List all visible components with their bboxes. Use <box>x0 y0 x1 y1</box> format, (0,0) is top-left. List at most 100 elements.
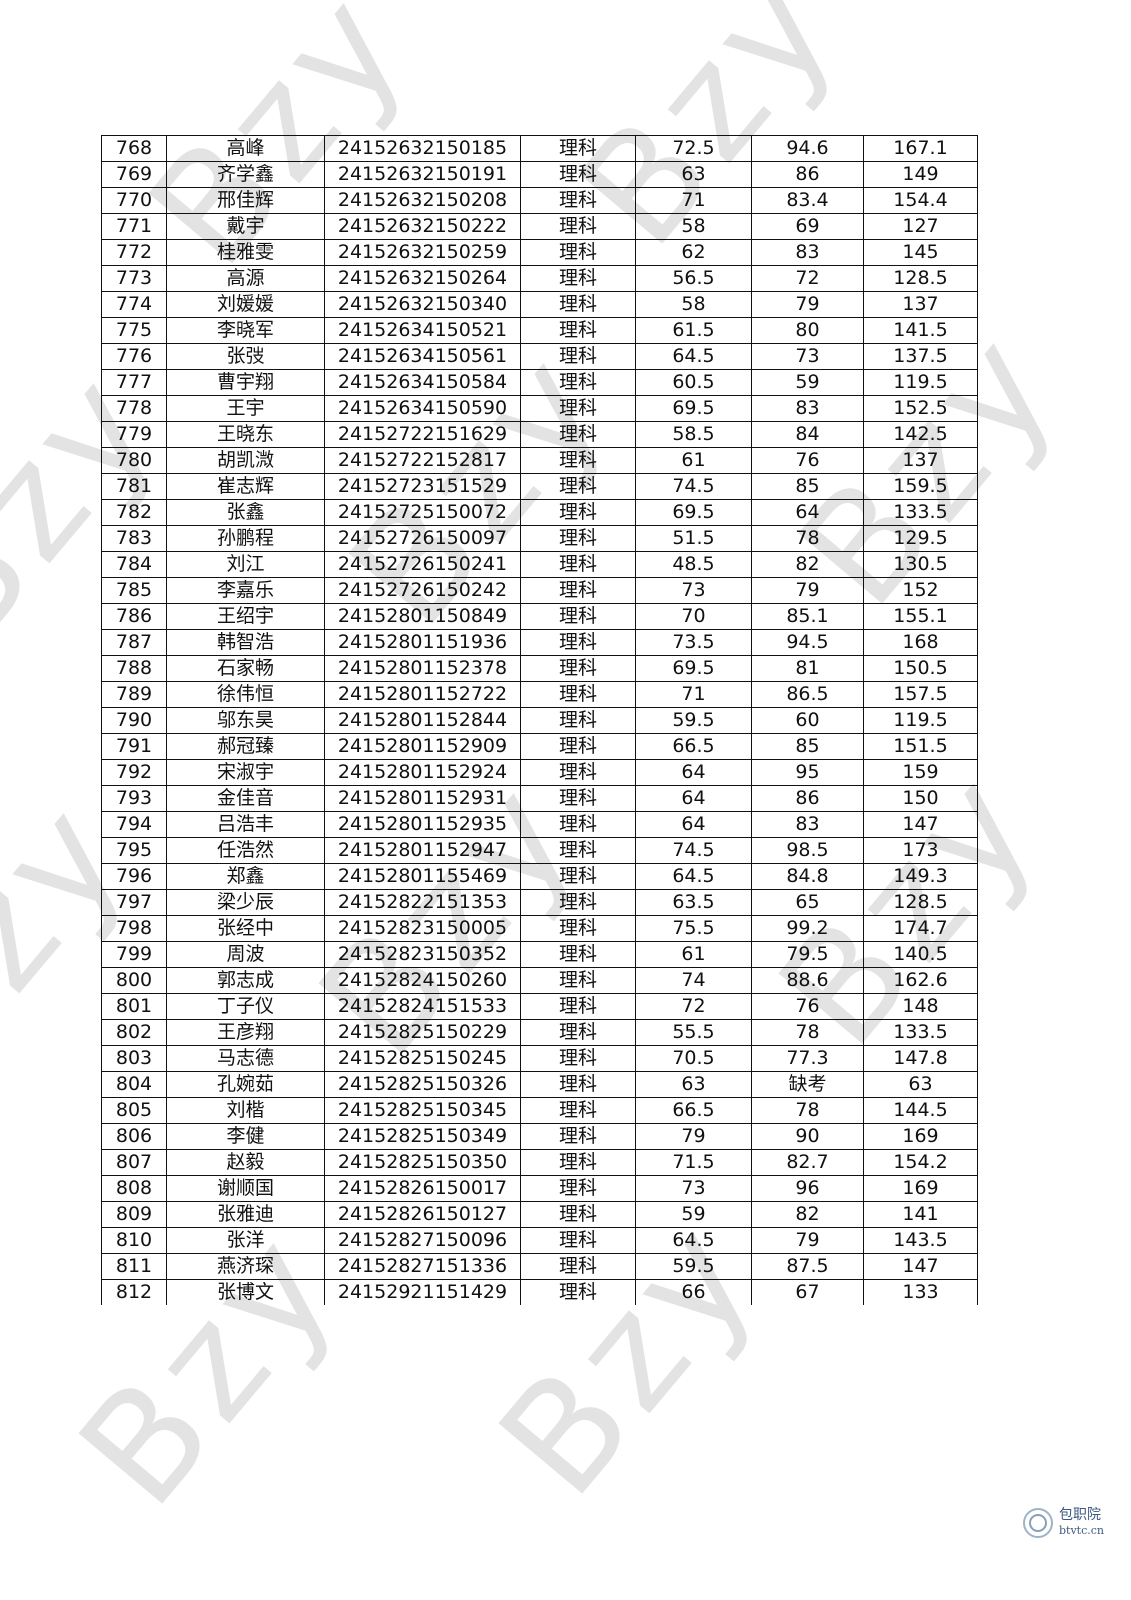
score-1: 55.5 <box>635 1019 752 1046</box>
total-score: 169 <box>863 1123 978 1150</box>
exam-number: 24152726150241 <box>324 551 521 578</box>
table-row: 778 王宇 24152634150590 理科 69.5 83 152.5 <box>101 395 978 422</box>
table-row: 807 赵毅 24152825150350 理科 71.5 82.7 154.2 <box>101 1149 978 1176</box>
student-name: 孙鹏程 <box>166 525 325 552</box>
score-2: 81 <box>751 655 864 682</box>
score-1: 63.5 <box>635 889 752 916</box>
row-number: 784 <box>101 551 167 578</box>
score-2: 94.5 <box>751 629 864 656</box>
score-2: 80 <box>751 317 864 344</box>
category: 理科 <box>520 811 636 838</box>
score-2: 69 <box>751 213 864 240</box>
student-name: 李健 <box>166 1123 325 1150</box>
score-1: 64 <box>635 759 752 786</box>
score-1: 60.5 <box>635 369 752 396</box>
score-1: 66.5 <box>635 1097 752 1124</box>
exam-number: 24152801155469 <box>324 863 521 890</box>
category: 理科 <box>520 265 636 292</box>
exam-number: 24152632150191 <box>324 161 521 188</box>
score-2: 95 <box>751 759 864 786</box>
student-name: 刘江 <box>166 551 325 578</box>
row-number: 803 <box>101 1045 167 1072</box>
score-1: 79 <box>635 1123 752 1150</box>
student-name: 胡凯溦 <box>166 447 325 474</box>
row-number: 783 <box>101 525 167 552</box>
exam-number: 24152825150345 <box>324 1097 521 1124</box>
score-2: 64 <box>751 499 864 526</box>
score-2: 78 <box>751 1019 864 1046</box>
score-2: 86 <box>751 785 864 812</box>
row-number: 789 <box>101 681 167 708</box>
table-row: 797 梁少辰 24152822151353 理科 63.5 65 128.5 <box>101 889 978 916</box>
total-score: 144.5 <box>863 1097 978 1124</box>
exam-number: 24152726150242 <box>324 577 521 604</box>
total-score: 149 <box>863 161 978 188</box>
table-row: 768 高峰 24152632150185 理科 72.5 94.6 167.1 <box>101 135 978 162</box>
total-score: 128.5 <box>863 265 978 292</box>
student-name: 马志德 <box>166 1045 325 1072</box>
row-number: 778 <box>101 395 167 422</box>
total-score: 140.5 <box>863 941 978 968</box>
exam-number: 24152725150072 <box>324 499 521 526</box>
total-score: 150.5 <box>863 655 978 682</box>
category: 理科 <box>520 733 636 760</box>
score-2: 98.5 <box>751 837 864 864</box>
table-row: 776 张弢 24152634150561 理科 64.5 73 137.5 <box>101 343 978 370</box>
table-row: 808 谢顺国 24152826150017 理科 73 96 169 <box>101 1175 978 1202</box>
category: 理科 <box>520 1149 636 1176</box>
student-name: 石家畅 <box>166 655 325 682</box>
category: 理科 <box>520 1123 636 1150</box>
total-score: 152.5 <box>863 395 978 422</box>
category: 理科 <box>520 447 636 474</box>
exam-number: 24152722151629 <box>324 421 521 448</box>
score-1: 75.5 <box>635 915 752 942</box>
total-score: 162.6 <box>863 967 978 994</box>
score-1: 66.5 <box>635 733 752 760</box>
student-name: 郭志成 <box>166 967 325 994</box>
total-score: 119.5 <box>863 369 978 396</box>
score-2: 73 <box>751 343 864 370</box>
score-2: 85.1 <box>751 603 864 630</box>
exam-number: 24152801150849 <box>324 603 521 630</box>
score-2: 84.8 <box>751 863 864 890</box>
total-score: 142.5 <box>863 421 978 448</box>
student-name: 邢佳辉 <box>166 187 325 214</box>
total-score: 141 <box>863 1201 978 1228</box>
category: 理科 <box>520 161 636 188</box>
total-score: 130.5 <box>863 551 978 578</box>
score-2: 79 <box>751 1227 864 1254</box>
total-score: 133 <box>863 1279 978 1305</box>
student-name: 梁少辰 <box>166 889 325 916</box>
category: 理科 <box>520 239 636 266</box>
score-2: 78 <box>751 1097 864 1124</box>
row-number: 794 <box>101 811 167 838</box>
score-1: 63 <box>635 161 752 188</box>
score-2: 78 <box>751 525 864 552</box>
student-name: 吕浩丰 <box>166 811 325 838</box>
category: 理科 <box>520 135 636 162</box>
table-row: 800 郭志成 24152824150260 理科 74 88.6 162.6 <box>101 967 978 994</box>
total-score: 174.7 <box>863 915 978 942</box>
student-name: 金佳音 <box>166 785 325 812</box>
row-number: 798 <box>101 915 167 942</box>
score-1: 71.5 <box>635 1149 752 1176</box>
score-2: 88.6 <box>751 967 864 994</box>
score-2: 86.5 <box>751 681 864 708</box>
score-1: 74 <box>635 967 752 994</box>
score-1: 70.5 <box>635 1045 752 1072</box>
row-number: 792 <box>101 759 167 786</box>
row-number: 810 <box>101 1227 167 1254</box>
category: 理科 <box>520 317 636 344</box>
table-row: 803 马志德 24152825150245 理科 70.5 77.3 147.8 <box>101 1045 978 1072</box>
table-row: 786 王绍宇 24152801150849 理科 70 85.1 155.1 <box>101 603 978 630</box>
exam-number: 24152634150561 <box>324 343 521 370</box>
student-name: 曹宇翔 <box>166 369 325 396</box>
exam-number: 24152825150349 <box>324 1123 521 1150</box>
exam-number: 24152921151429 <box>324 1279 521 1305</box>
exam-number: 24152723151529 <box>324 473 521 500</box>
total-score: 137.5 <box>863 343 978 370</box>
category: 理科 <box>520 681 636 708</box>
row-number: 805 <box>101 1097 167 1124</box>
table-row: 794 吕浩丰 24152801152935 理科 64 83 147 <box>101 811 978 838</box>
row-number: 786 <box>101 603 167 630</box>
